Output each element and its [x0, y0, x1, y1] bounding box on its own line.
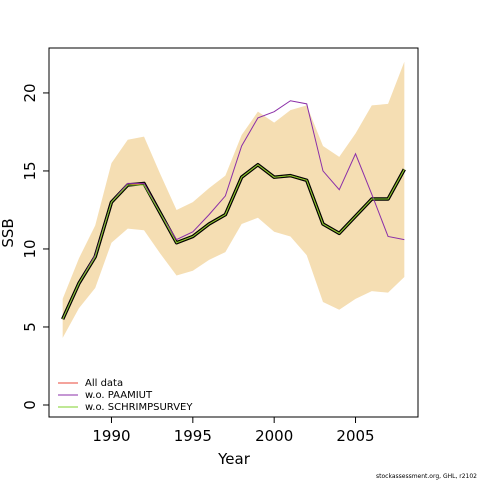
y-tick-label: 20 — [21, 83, 39, 102]
y-tick-label: 10 — [21, 239, 39, 258]
series-line — [62, 164, 405, 320]
x-axis-title: Year — [217, 450, 251, 468]
x-tick-label: 2005 — [336, 427, 374, 445]
y-tick-label: 0 — [21, 400, 39, 410]
y-axis-title: SSB — [0, 218, 17, 247]
legend-label: w.o. SCHRIMPSURVEY — [85, 402, 193, 413]
legend-label: All data — [85, 378, 123, 389]
legend-label: w.o. PAAMIUT — [85, 390, 153, 401]
y-tick-label: 15 — [21, 161, 39, 180]
plot-frame — [48, 47, 419, 418]
series-line — [62, 100, 405, 320]
y-tick-label: 5 — [21, 322, 39, 332]
x-tick-label: 1995 — [174, 427, 212, 445]
footnote: stockassessment.org, GHL, r2102 — [376, 473, 477, 480]
x-tick-label: 1990 — [92, 427, 130, 445]
x-tick-label: 2000 — [255, 427, 293, 445]
